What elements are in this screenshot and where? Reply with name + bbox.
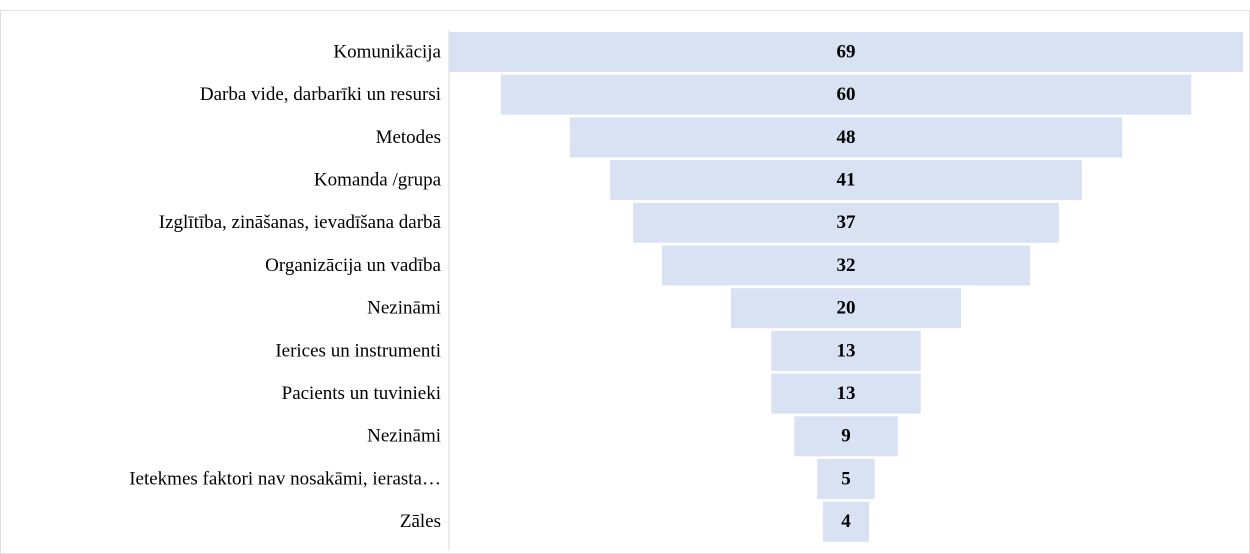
- category-label: Nezināmi: [367, 426, 441, 447]
- value-label: 9: [841, 426, 851, 447]
- category-label: Ierices un instrumenti: [275, 340, 441, 361]
- value-label: 69: [837, 41, 856, 62]
- funnel-bar: [771, 330, 921, 371]
- category-label: Organizācija un vadība: [265, 255, 441, 276]
- category-label: Zāles: [400, 511, 441, 532]
- funnel-bar: [500, 74, 1192, 115]
- funnel-bar: [610, 160, 1082, 201]
- category-label: Nezināmi: [367, 298, 441, 319]
- funnel-bar: [822, 501, 870, 542]
- funnel-bar: [633, 202, 1059, 243]
- category-label: Metodes: [376, 127, 441, 148]
- funnel-bar: [817, 459, 875, 499]
- category-label: Ietekmes faktori nav nosakāmi, ierasta…: [129, 468, 441, 489]
- funnel-bar: [569, 117, 1123, 158]
- value-label: 13: [837, 383, 856, 404]
- category-label: Izglītība, zināšanas, ievadīšana darbā: [159, 212, 442, 233]
- value-label: 5: [841, 468, 851, 489]
- category-label: Komunikācija: [333, 41, 441, 62]
- funnel-bar: [771, 373, 921, 414]
- category-label: Pacients un tuvinieki: [282, 383, 441, 404]
- value-label: 20: [837, 298, 856, 319]
- category-label: Darba vide, darbarīki un resursi: [200, 84, 441, 105]
- funnel-bar: [449, 32, 1243, 72]
- value-label: 60: [837, 84, 856, 105]
- funnel-bar: [730, 288, 962, 329]
- value-label: 41: [837, 169, 856, 190]
- funnel-bar: [661, 245, 1031, 286]
- value-label: 4: [841, 511, 851, 532]
- value-label: 48: [837, 127, 856, 148]
- category-label: Komanda /grupa: [314, 169, 442, 190]
- value-label: 13: [837, 340, 856, 361]
- funnel-bar: [794, 416, 898, 457]
- value-label: 32: [837, 255, 856, 276]
- value-label: 37: [837, 212, 857, 233]
